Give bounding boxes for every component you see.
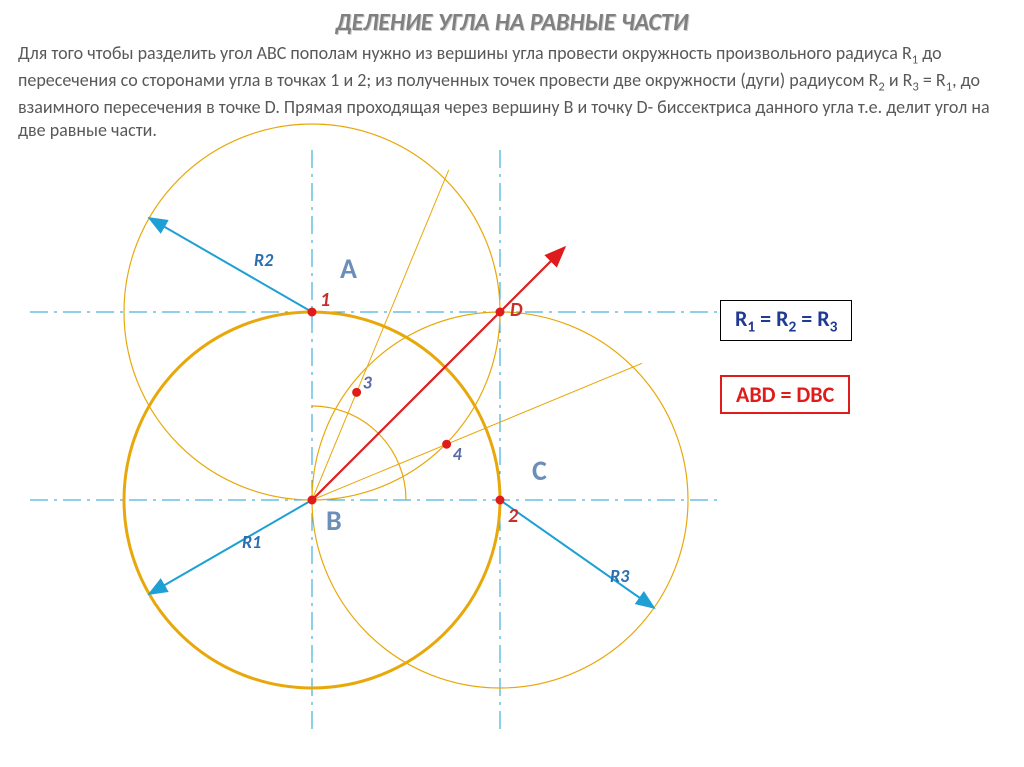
svg-text:4: 4 [453, 443, 463, 465]
svg-text:R3: R3 [610, 565, 630, 587]
svg-text:3: 3 [363, 371, 373, 393]
svg-text:B: B [326, 503, 342, 538]
svg-text:R2: R2 [254, 249, 274, 271]
svg-text:1: 1 [320, 288, 330, 312]
svg-text:R1: R1 [242, 531, 261, 553]
diagram: A B C D 1 2 3 4 R1 R2 R3 [0, 0, 1024, 767]
svg-text:D: D [510, 298, 523, 322]
svg-text:2: 2 [508, 504, 519, 528]
svg-text:C: C [532, 453, 547, 488]
svg-text:A: A [340, 251, 357, 286]
